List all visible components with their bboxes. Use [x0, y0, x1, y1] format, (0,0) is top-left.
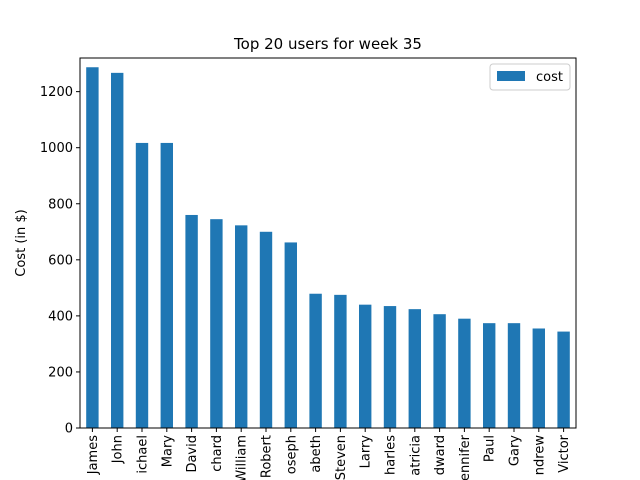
x-tick-label: John [111, 435, 126, 464]
y-tick-label: 1000 [40, 141, 73, 156]
bar [334, 294, 347, 428]
x-tick-label: David [185, 435, 200, 473]
bar [210, 219, 223, 428]
x-tick-label: Mary [160, 435, 175, 468]
bar [259, 231, 273, 428]
y-tick-label: 800 [48, 197, 73, 212]
y-tick-label: 1200 [40, 85, 73, 100]
bar [235, 225, 248, 428]
bars-group [86, 67, 570, 428]
x-tick-label: James [86, 435, 101, 475]
bar [458, 318, 471, 428]
x-tick-label: Paul [483, 435, 498, 462]
x-tick-label: dward [433, 435, 448, 475]
x-tick-label: chard [210, 435, 225, 472]
x-tick-label: Steven [334, 435, 349, 480]
legend-box [489, 63, 571, 91]
bar [111, 72, 124, 428]
legend: cost [489, 63, 571, 91]
bar [309, 293, 322, 428]
x-tick-label: William [235, 435, 250, 480]
chart-title: Top 20 users for week 35 [233, 35, 422, 53]
bar [433, 314, 446, 428]
bar [160, 142, 173, 428]
x-tick-label: ndrew [532, 435, 547, 476]
legend-label: cost [536, 70, 563, 85]
x-tick-label: harles [384, 435, 399, 475]
y-tick-label: 0 [65, 422, 73, 437]
x-tick-label: ichael [136, 435, 151, 474]
bar [284, 242, 297, 428]
x-tick-label: Larry [359, 435, 374, 469]
x-tick-label: Robert [260, 435, 275, 478]
x-tick-label: atricia [408, 435, 423, 476]
bar [532, 328, 545, 428]
bar [408, 309, 421, 428]
x-tick-label: ennifer [458, 434, 473, 480]
y-axis-label: Cost (in $) [14, 209, 29, 276]
legend-swatch [497, 71, 525, 81]
x-tick-label: abeth [309, 435, 324, 473]
bar [135, 142, 149, 428]
x-tick-label: Gary [508, 435, 523, 466]
y-axis: 0 200 400 600 800 1000 1200 [40, 85, 80, 437]
bar [557, 331, 570, 428]
x-tick-label: Victor [557, 434, 572, 472]
bar [507, 323, 521, 428]
bar [359, 304, 372, 428]
bar [483, 323, 496, 428]
x-tick-label: oseph [284, 435, 299, 474]
y-tick-label: 200 [48, 365, 73, 380]
bar [383, 306, 397, 428]
x-axis: James John ichael Mary David chard William Robe… [86, 428, 572, 480]
plot-area-frame [79, 57, 577, 429]
y-tick-label: 600 [48, 253, 73, 268]
bar [185, 214, 198, 428]
y-tick-label: 400 [48, 309, 73, 324]
bar [86, 67, 99, 428]
